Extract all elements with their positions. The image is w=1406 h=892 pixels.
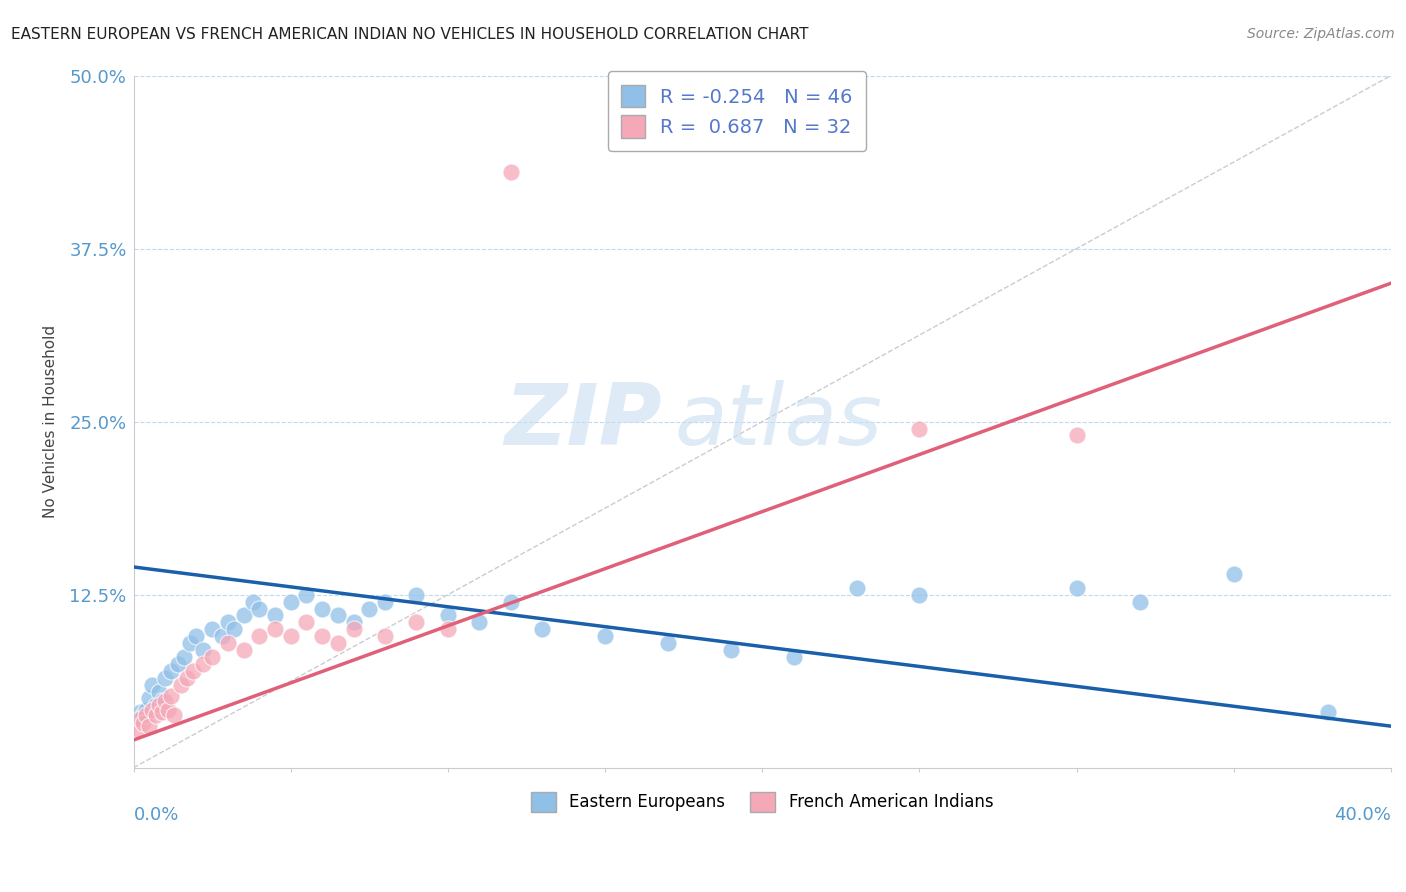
Point: [908, 421, 931, 435]
Point: [150, 694, 173, 708]
Point: [135, 708, 157, 723]
Point: [128, 712, 150, 726]
Point: [280, 594, 302, 608]
Point: [242, 594, 264, 608]
Point: [211, 629, 233, 643]
Point: [145, 708, 167, 723]
Y-axis label: No Vehicles in Household: No Vehicles in Household: [44, 325, 58, 518]
Point: [908, 588, 931, 602]
Point: [405, 588, 427, 602]
Point: [179, 636, 201, 650]
Point: [125, 712, 148, 726]
Point: [405, 615, 427, 630]
Point: [720, 643, 742, 657]
Point: [359, 601, 381, 615]
Point: [1066, 581, 1088, 595]
Point: [499, 594, 522, 608]
Point: [160, 664, 183, 678]
Point: [264, 608, 287, 623]
Text: Source: ZipAtlas.com: Source: ZipAtlas.com: [1247, 27, 1395, 41]
Point: [186, 629, 208, 643]
Point: [145, 698, 167, 713]
Point: [232, 643, 254, 657]
Point: [217, 636, 239, 650]
Point: [201, 649, 224, 664]
Text: ZIP: ZIP: [505, 380, 662, 463]
Point: [224, 622, 246, 636]
Point: [264, 622, 287, 636]
Point: [232, 608, 254, 623]
Point: [181, 664, 204, 678]
Point: [160, 689, 183, 703]
Point: [531, 622, 554, 636]
Text: EASTERN EUROPEAN VS FRENCH AMERICAN INDIAN NO VEHICLES IN HOUSEHOLD CORRELATION : EASTERN EUROPEAN VS FRENCH AMERICAN INDI…: [11, 27, 808, 42]
Point: [157, 702, 180, 716]
Point: [374, 629, 396, 643]
Point: [499, 165, 522, 179]
Point: [166, 657, 188, 671]
Point: [437, 608, 460, 623]
Point: [468, 615, 491, 630]
Point: [247, 601, 270, 615]
Point: [150, 706, 173, 720]
Point: [153, 694, 176, 708]
Point: [311, 601, 333, 615]
Point: [326, 636, 349, 650]
Point: [148, 698, 170, 713]
Text: atlas: atlas: [675, 380, 882, 463]
Point: [1317, 706, 1340, 720]
Point: [138, 691, 160, 706]
Point: [132, 708, 155, 723]
Point: [295, 615, 318, 630]
Point: [342, 622, 364, 636]
Point: [217, 615, 239, 630]
Point: [845, 581, 868, 595]
Point: [1223, 566, 1246, 581]
Point: [148, 684, 170, 698]
Point: [173, 649, 195, 664]
Point: [1066, 428, 1088, 442]
Text: 40.0%: 40.0%: [1334, 805, 1391, 824]
Point: [170, 678, 193, 692]
Point: [593, 629, 616, 643]
Point: [141, 702, 163, 716]
Point: [247, 629, 270, 643]
Text: 0.0%: 0.0%: [134, 805, 179, 824]
Point: [128, 706, 150, 720]
Point: [191, 657, 214, 671]
Point: [437, 622, 460, 636]
Point: [153, 671, 176, 685]
Point: [163, 708, 186, 723]
Point: [132, 716, 155, 731]
Point: [191, 643, 214, 657]
Point: [295, 588, 318, 602]
Point: [326, 608, 349, 623]
Point: [280, 629, 302, 643]
Point: [783, 649, 806, 664]
Point: [374, 594, 396, 608]
Point: [176, 671, 198, 685]
Point: [1128, 594, 1150, 608]
Point: [138, 719, 160, 733]
Point: [141, 678, 163, 692]
Point: [311, 629, 333, 643]
Point: [135, 702, 157, 716]
Point: [201, 622, 224, 636]
Point: [342, 615, 364, 630]
Point: [657, 636, 679, 650]
Point: [125, 722, 148, 736]
Legend: Eastern Europeans, French American Indians: Eastern Europeans, French American India…: [524, 786, 1000, 818]
